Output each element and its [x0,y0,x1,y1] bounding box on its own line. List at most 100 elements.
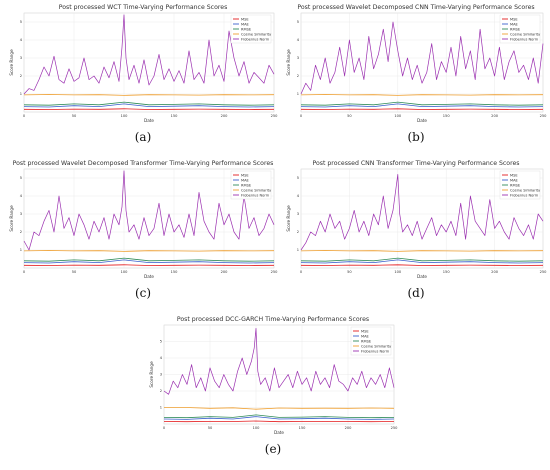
x-tick-label: 0 [23,270,26,274]
legend-entry: Frobenius Norm [361,349,390,353]
y-axis-label: Score Range [286,49,291,76]
x-tick-label: 0 [300,114,303,118]
chart-title: Post processed DCC-GARCH Time-Varying Pe… [176,316,370,323]
series-line-mae [300,259,544,264]
legend-entry: MAE [510,22,519,26]
y-tick-label: 5 [20,176,22,180]
legend-entry: MSE [241,17,249,21]
series-line-mse [23,108,275,110]
series-line-rmse [300,257,544,262]
panel-a: Post processed WCT Time-Varying Performa… [8,4,278,154]
legend-entry: RMSE [241,27,252,31]
y-tick-label: 2 [20,230,22,234]
x-tick-label: 150 [443,270,451,274]
legend-entry: Frobenius Norm [510,37,539,41]
series-line-frobenius-norm [300,21,544,95]
series-line-frobenius-norm [23,14,275,95]
y-tick-label: 4 [20,38,23,42]
panel-e: Post processed DCC-GARCH Time-Varying Pe… [148,316,398,466]
y-tick-label: 3 [20,56,22,60]
series-line-frobenius-norm [163,327,395,395]
legend-entry: MAE [361,334,370,338]
series-line-rmse [23,257,275,262]
x-tick-label: 50 [347,114,352,118]
panel-label: (d) [407,286,425,300]
series-line-cosine-similarity [164,407,395,410]
chart-title: Post processed Wavelet Decomposed Transf… [12,160,274,167]
panel-label: (c) [134,286,152,300]
series-line-cosine-similarity [300,250,544,252]
legend-entry: MAE [241,178,250,182]
x-tick-label: 200 [221,270,229,274]
legend-entry: Frobenius Norm [510,193,539,197]
series-line-frobenius-norm [23,170,275,251]
y-tick-label: 2 [160,389,162,393]
x-axis-label: Date [144,118,154,123]
panel-label: (a) [134,130,152,144]
series-line-mae [23,103,275,108]
x-tick-label: 150 [299,426,307,430]
x-tick-label: 100 [394,114,402,118]
x-tick-label: 0 [23,114,26,118]
x-tick-label: 250 [271,114,278,118]
x-tick-label: 50 [208,426,213,430]
x-tick-label: 250 [540,114,547,118]
y-tick-label: 3 [160,373,162,377]
x-tick-label: 150 [171,270,179,274]
legend-entry: MAE [510,178,519,182]
series-line-rmse [23,101,275,106]
y-tick-label: 1 [160,406,162,410]
y-tick-label: 5 [160,340,162,344]
series-line-mae [23,259,275,264]
panel-b: Post processed Wavelet Decomposed CNN Ti… [285,4,547,154]
series-line-cosine-similarity [300,94,544,96]
y-tick-label: 3 [297,56,299,60]
series-line-rmse [163,414,395,419]
panel-label: (e) [264,442,282,456]
legend-entry: RMSE [241,183,252,187]
series-line-mse [300,108,544,110]
x-tick-label: 150 [443,114,451,118]
y-tick-label: 5 [297,176,299,180]
legend-entry: Cosine Similarity [510,188,541,192]
chart-title: Post processed CNN Transformer Time-Vary… [312,160,520,167]
y-tick-label: 3 [20,212,22,216]
legend-entry: RMSE [510,27,521,31]
legend-entry: MSE [241,173,249,177]
x-axis-label: Date [417,274,427,279]
y-tick-label: 1 [297,248,299,252]
y-tick-label: 2 [297,230,299,234]
series-line-mse [23,264,275,266]
x-tick-label: 200 [491,270,499,274]
x-tick-label: 250 [540,270,547,274]
legend-entry: Cosine Similarity [241,32,272,36]
series-line-rmse [300,101,544,106]
legend-entry: Cosine Similarity [361,344,392,348]
y-tick-label: 5 [297,20,299,24]
series-line-cosine-similarity [23,94,275,96]
y-tick-label: 4 [160,356,163,360]
y-axis-label: Score Range [9,205,14,232]
y-axis-label: Score Range [149,361,154,388]
x-tick-label: 200 [345,426,353,430]
x-tick-label: 100 [121,270,129,274]
y-axis-label: Score Range [286,205,291,232]
series-line-cosine-similarity [23,250,275,252]
legend-entry: MSE [361,329,369,333]
series-line-mae [300,103,544,108]
series-line-mse [163,420,395,423]
y-tick-label: 4 [20,194,23,198]
legend-entry: Cosine Similarity [241,188,272,192]
y-tick-label: 3 [297,212,299,216]
chart-title: Post processed Wavelet Decomposed CNN Ti… [297,4,535,11]
legend-entry: MAE [241,22,250,26]
